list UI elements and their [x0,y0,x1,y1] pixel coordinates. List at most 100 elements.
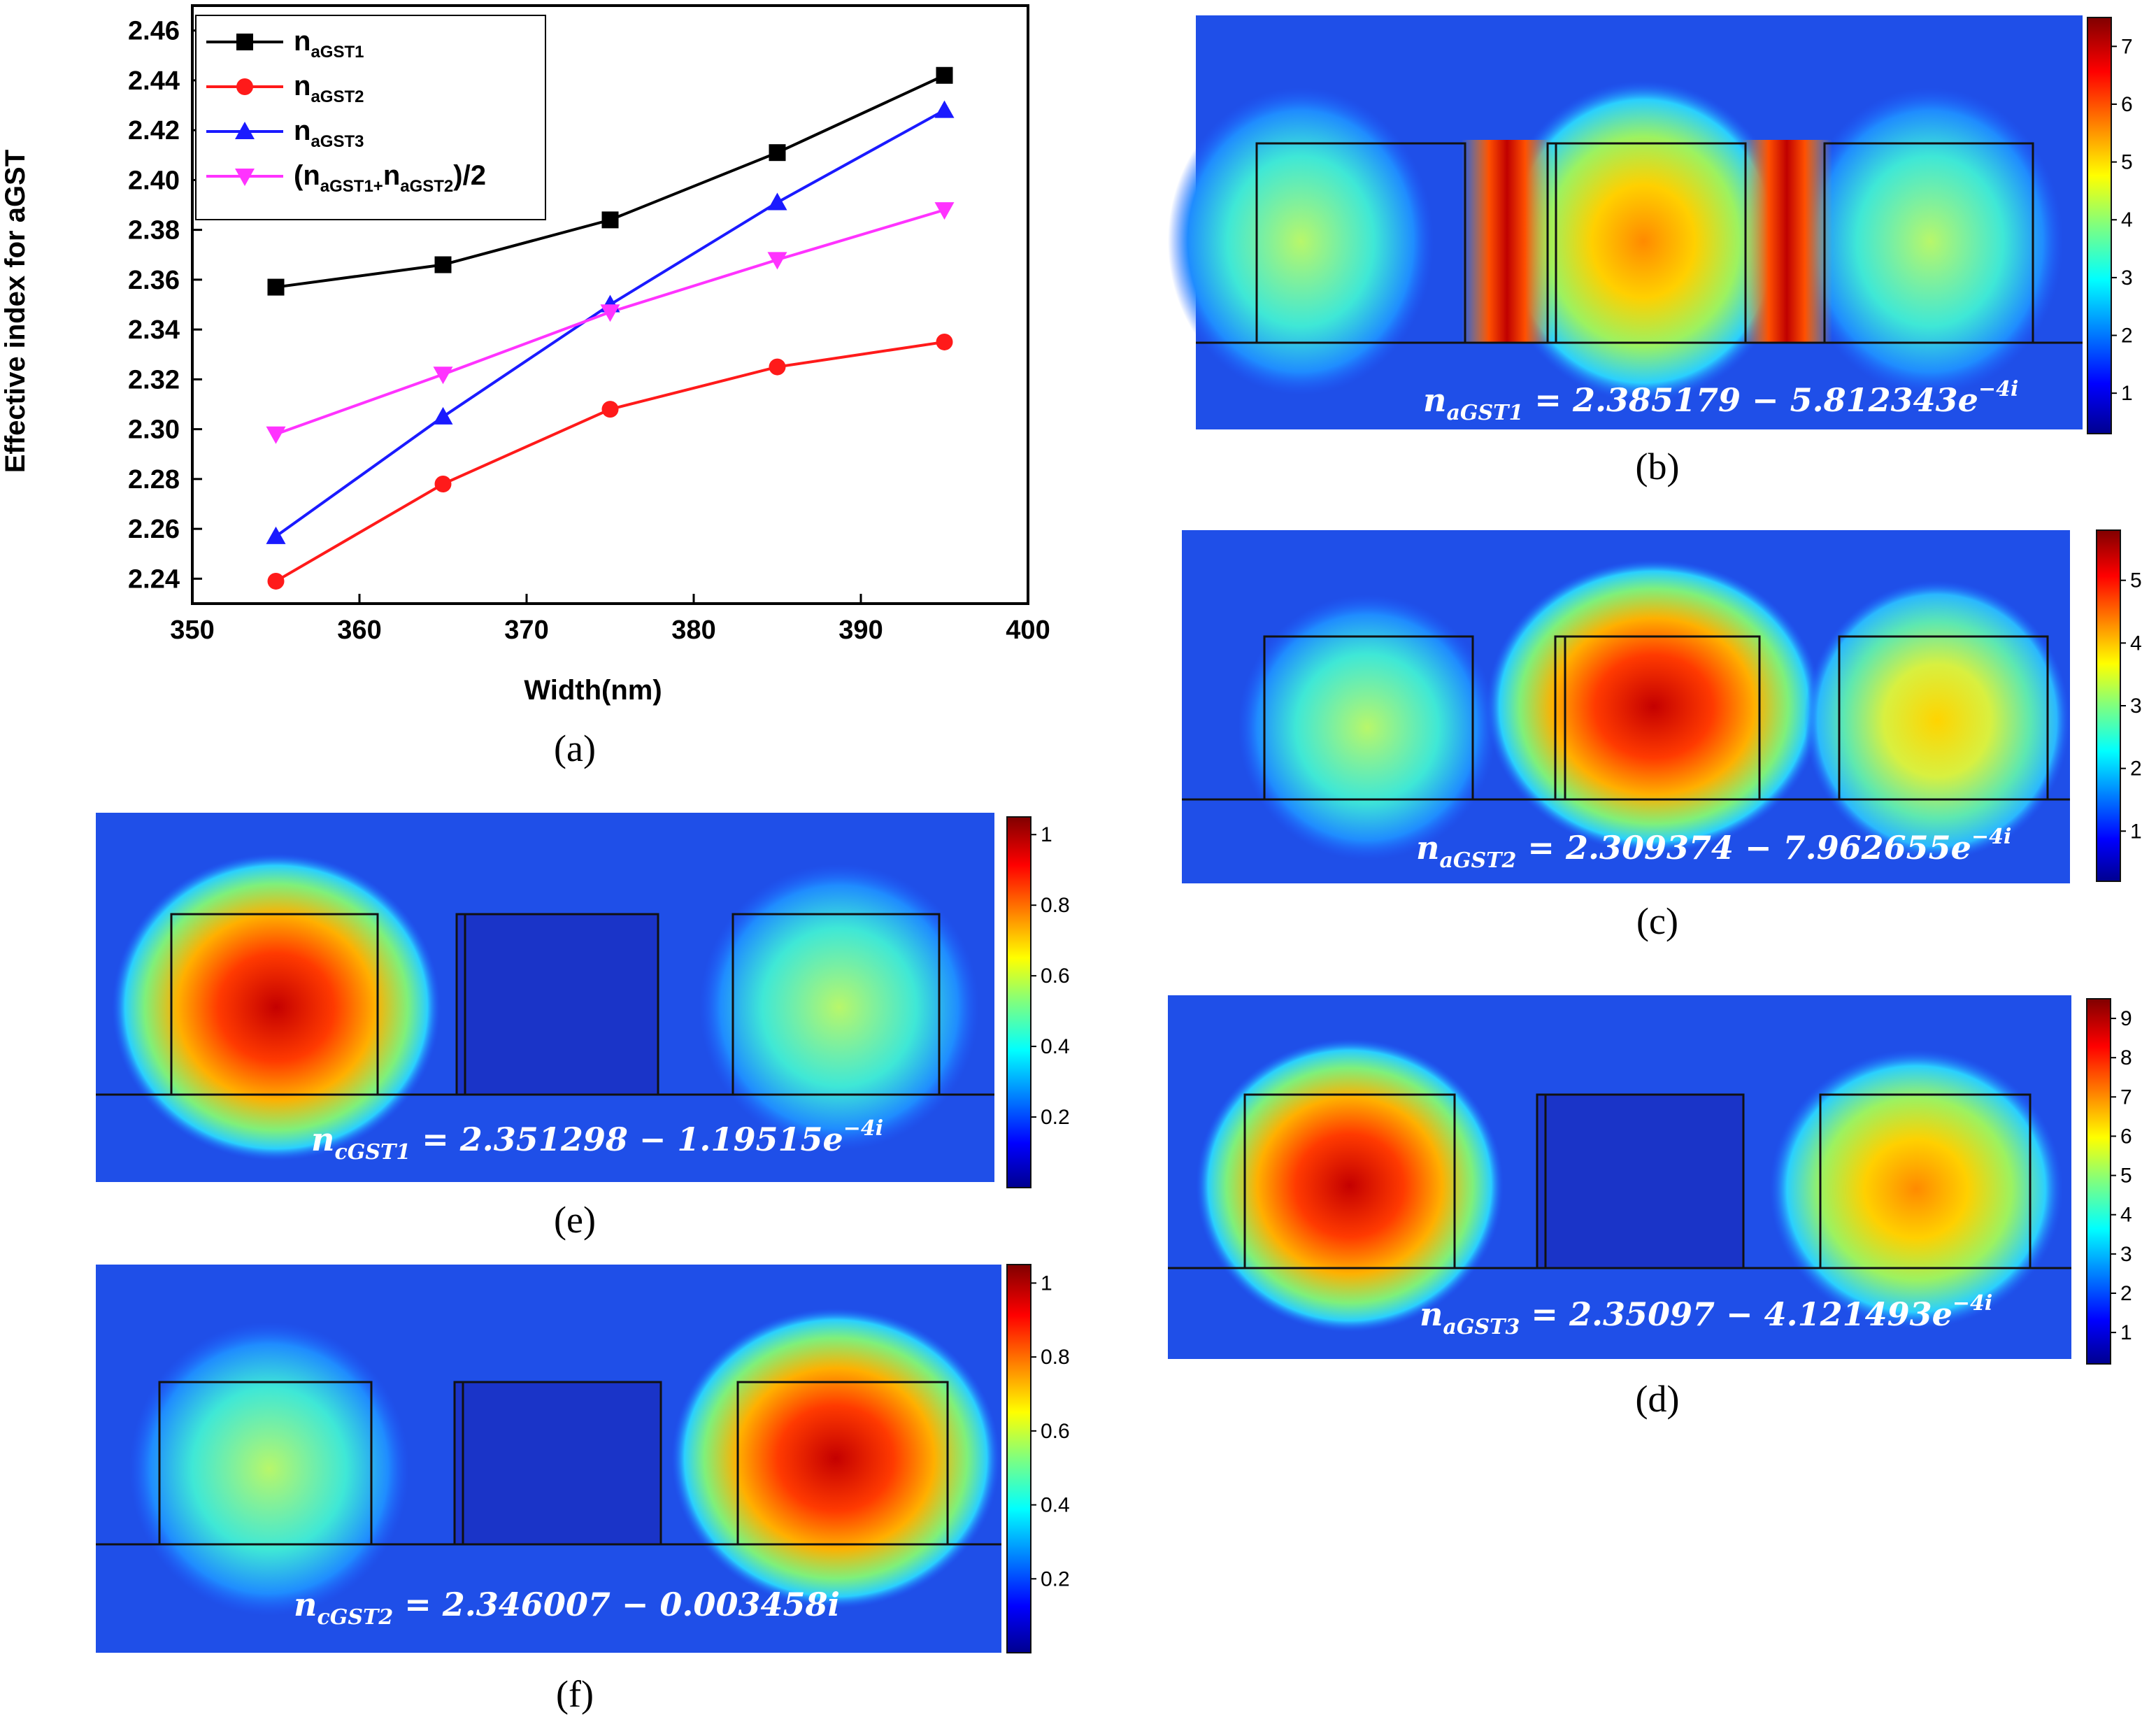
caption-b: (b) [1636,446,1680,488]
colorbar-ticks: 0.2 0.4 0.6 0.8 1 [1031,823,1070,1129]
panel-b-field-map: naGST1 = 2.385179 − 5.812343e−4i 1 2 3 4 5 6 7… [1168,15,2133,488]
field-glow [1486,560,1822,853]
y-tick-label: 2.40 [128,166,180,195]
y-tick-label: 2.44 [128,66,180,96]
x-tick-label: 400 [1006,615,1050,645]
field-glow [699,864,979,1151]
field-glow [1497,80,1790,402]
series-3-point [934,100,955,118]
legend-label: naGST3 [294,115,364,151]
series-2-point [601,401,619,418]
colorbar-tick-label: 5 [2120,1165,2132,1188]
colorbar-tick-label: 1 [2121,382,2133,405]
y-axis-ticks: 2.24 2.26 2.28 2.30 2.32 2.34 2.36 2.38 2.40 2.42… [128,17,202,594]
y-tick-label: 2.42 [128,116,180,145]
series-4-point [600,304,620,322]
panel-c-field-map: naGST2 = 2.309374 − 7.962655e−4i 1 2 3 4 5 (… [1182,529,2142,942]
colorbar-ticks: 1 2 3 4 5 6 7 8 9 [2111,1007,2132,1344]
colorbar-ticks: 1 2 3 4 5 [2120,569,2142,843]
formula-f: ncGST2 = 2.346007 − 0.003458i [294,1586,840,1630]
legend-label: naGST1 [294,26,364,62]
series-1-point [601,211,619,229]
formula-c: naGST2 = 2.309374 − 7.962655e−4i [1416,825,2011,873]
colorbar-ticks: 0.2 0.4 0.6 0.8 1 [1031,1272,1070,1591]
colorbar-tick-label: 0.6 [1041,1420,1070,1443]
y-axis-label: Effective index for aGST [0,150,31,473]
field-glow [1769,1049,2063,1329]
x-tick-label: 390 [838,615,883,645]
field-glow [1196,1039,1504,1332]
panel-f-field-map: ncGST2 = 2.346007 − 0.003458i 0.20.40.60… [96,1264,1070,1715]
y-tick-label: 2.34 [128,315,180,345]
colorbar-tick-label: 1 [1041,823,1052,846]
colorbar-tick-label: 1 [1041,1272,1052,1295]
colorbar-tick-label: 3 [2120,1243,2132,1266]
field-glow [129,1322,409,1616]
colorbar-tick-label: 0.2 [1041,1567,1070,1591]
series-3-point [433,406,453,425]
colorbar [1006,816,1031,1188]
colorbar-tick-label: 0.4 [1041,1494,1070,1517]
series-3-point [266,526,286,544]
colorbar-tick-label: 2 [2120,1282,2132,1305]
field-glow [1168,87,1434,395]
caption-e: (e) [554,1199,596,1241]
series-4-point [266,426,286,444]
series-2-point [267,572,285,590]
colorbar-tick-label: 0.8 [1041,894,1070,917]
series-legend-1-point [236,34,253,50]
series-legend-4-point [235,169,255,186]
colorbar [2096,529,2121,882]
y-tick-label: 2.26 [128,515,180,544]
legend-label: (naGST1+naGST2)/2 [294,160,486,196]
colorbar-tick-label: 7 [2120,1086,2132,1109]
colorbar-tick-label: 0.6 [1041,965,1070,988]
panel-d-field-map: naGST3 = 2.35097 − 4.121493e−4i 1 2 3 4 5 6 7 8… [1168,995,2132,1420]
panel-a-line-chart: 2.24 2.26 2.28 2.30 2.32 2.34 2.36 2.38 2.40 2.42… [0,4,1050,769]
colorbar-tick-label: 8 [2120,1046,2132,1069]
colorbar-tick-label: 5 [2121,151,2133,174]
caption-c: (c) [1636,900,1678,942]
panel-e-field-map: ncGST1 = 2.351298 − 1.19515e−4i 0.20.40.… [96,813,1070,1241]
x-tick-label: 380 [671,615,715,645]
series-legend-2-point [236,78,253,95]
field-glow [112,853,441,1161]
y-tick-label: 2.38 [128,216,180,245]
legend-label: naGST2 [294,71,364,106]
series-4-point [934,202,955,220]
colorbar-tick-label: 6 [2121,93,2133,116]
colorbar-ticks: 1 2 3 4 5 6 7 [2111,35,2133,405]
colorbar-tick-label: 3 [2121,266,2133,290]
field-glow [1804,581,2070,860]
series-legend-3-point [235,122,255,139]
caption-d: (d) [1636,1378,1680,1420]
field-dark-core [1537,1095,1743,1268]
colorbar-tick-label: 2 [2121,325,2133,348]
colorbar [1006,1264,1031,1653]
series-1-point [769,144,786,162]
series-1-point [434,256,452,273]
formula-b: naGST1 = 2.385179 − 5.812343e−4i [1423,377,2018,425]
y-tick-label: 2.32 [128,365,180,394]
field-hot-gap [1741,140,1832,343]
y-tick-label: 2.36 [128,266,180,295]
colorbar-tick-label: 4 [2120,1204,2132,1227]
x-tick-label: 350 [170,615,214,645]
y-tick-label: 2.46 [128,17,180,46]
y-tick-label: 2.30 [128,415,180,445]
series-2-point [434,476,452,492]
series-3-point [767,192,787,211]
formula-e: ncGST1 = 2.351298 − 1.19515e−4i [311,1116,883,1165]
colorbar-tick-label: 6 [2120,1125,2132,1148]
series-2-point [769,358,786,376]
colorbar-tick-label: 4 [2130,632,2142,655]
colorbar [2087,17,2112,434]
legend-box [195,15,546,220]
series-4-point [767,252,787,270]
series-markers [266,66,955,590]
formula-d: naGST3 = 2.35097 − 4.121493e−4i [1420,1291,1992,1339]
colorbar-tick-label: 3 [2130,695,2142,718]
colorbar-tick-label: 0.4 [1041,1035,1070,1058]
x-axis-label: Width(nm) [524,675,662,706]
